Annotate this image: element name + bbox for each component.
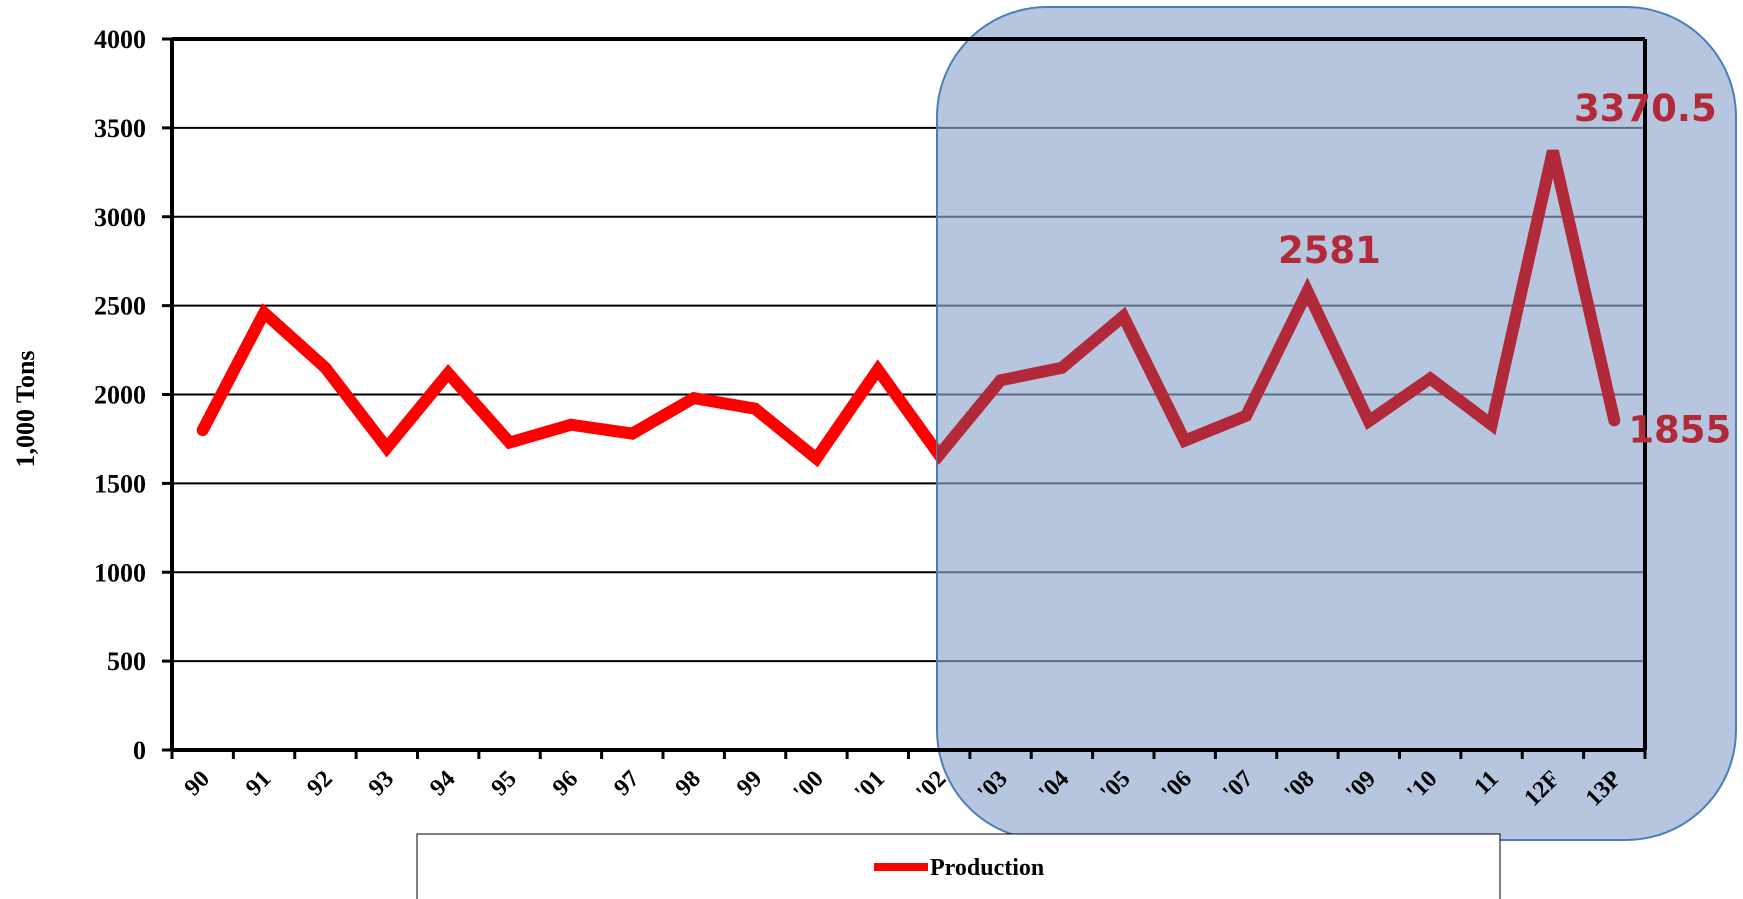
x-tick-label: 94 <box>425 766 460 801</box>
y-tick-label: 2500 <box>94 292 146 321</box>
x-tick-label: '01 <box>850 766 890 806</box>
data-label-13P: 1855 <box>1628 408 1731 451</box>
y-tick-label: 500 <box>107 647 146 676</box>
y-tick-label: 4000 <box>94 25 146 54</box>
data-label-08: 2581 <box>1278 229 1381 272</box>
y-tick-label: 3000 <box>94 203 146 232</box>
series-line-production <box>196 303 937 468</box>
y-tick-label: 3500 <box>94 114 146 143</box>
x-tick-label: 90 <box>180 766 215 801</box>
x-tick-label: '00 <box>789 766 829 806</box>
axes <box>162 37 1647 759</box>
y-tick-label: 1000 <box>94 558 146 587</box>
y-tick-label: 1500 <box>94 469 146 498</box>
data-labels: 2581 3370.5 1855 <box>1278 87 1731 451</box>
x-tick-label: 96 <box>548 766 583 801</box>
y-axis-title: 1,000 Tons <box>11 350 40 467</box>
x-tick-label: 99 <box>732 766 767 801</box>
series-line-production-highlighted <box>937 149 1621 465</box>
x-tick-label: 92 <box>302 766 337 801</box>
gridlines <box>172 38 1645 663</box>
x-tick-label: 98 <box>671 766 706 801</box>
production-line-outside-highlight <box>196 303 937 468</box>
legend-box <box>416 833 1501 899</box>
x-tick-label: 93 <box>364 766 399 801</box>
legend: Production <box>416 833 1501 899</box>
x-tick-label: 97 <box>609 766 644 801</box>
x-tick-label: 95 <box>486 766 521 801</box>
y-tick-label: 2000 <box>94 381 146 410</box>
legend-label-production: Production <box>930 855 1044 881</box>
x-tick-label: 91 <box>241 766 276 801</box>
y-tick-label: 0 <box>133 736 146 765</box>
production-line-inside-highlight <box>937 149 1621 465</box>
data-label-12F: 3370.5 <box>1574 87 1717 130</box>
